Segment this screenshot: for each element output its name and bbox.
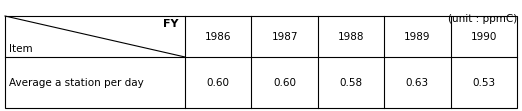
Text: Average a station per day: Average a station per day — [9, 77, 144, 87]
Text: 0.60: 0.60 — [207, 77, 230, 87]
Text: 0.60: 0.60 — [273, 77, 296, 87]
Text: FY: FY — [163, 19, 179, 29]
Text: 0.53: 0.53 — [472, 77, 495, 87]
Text: Item: Item — [9, 44, 32, 54]
Text: 1986: 1986 — [205, 32, 231, 42]
Text: 1989: 1989 — [404, 32, 431, 42]
Bar — [5, 16, 517, 108]
Text: 0.58: 0.58 — [339, 77, 363, 87]
Text: (unit : ppmC): (unit : ppmC) — [448, 14, 517, 24]
Text: 0.63: 0.63 — [406, 77, 429, 87]
Text: 1988: 1988 — [338, 32, 364, 42]
Text: 1990: 1990 — [471, 32, 497, 42]
Text: 1987: 1987 — [271, 32, 298, 42]
